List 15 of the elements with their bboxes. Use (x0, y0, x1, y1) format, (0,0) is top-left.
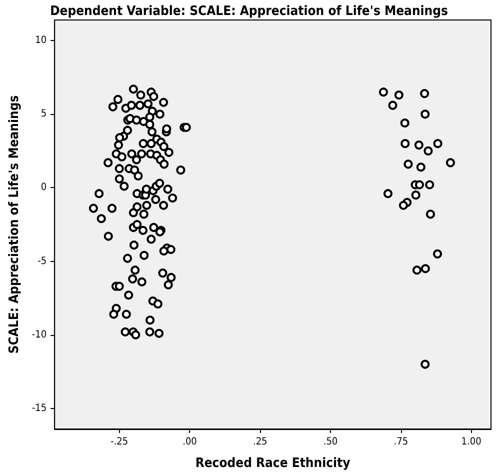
x-axis-title: Recoded Race Ethnicity (195, 456, 351, 471)
y-tick-label: 5 (40, 108, 47, 120)
x-tick-label: .00 (182, 436, 198, 448)
x-tick-label: .75 (394, 436, 408, 448)
x-tick-label: .25 (252, 436, 268, 448)
y-tick-label: -10 (32, 329, 47, 340)
y-tick-label: -5 (38, 256, 47, 267)
y-axis-title: SCALE: Appreciation of Life's Meanings (7, 95, 22, 354)
y-tick-label: 10 (35, 35, 47, 46)
y-tick-label: 0 (40, 182, 47, 194)
x-tick-label: -.25 (110, 436, 128, 448)
y-tick-label: -15 (32, 402, 47, 414)
x-tick-label: 1.00 (461, 436, 482, 448)
chart-title: Dependent Variable: SCALE: Appreciation of Life's Meanings (50, 4, 448, 19)
x-tick-label: .50 (323, 436, 338, 448)
